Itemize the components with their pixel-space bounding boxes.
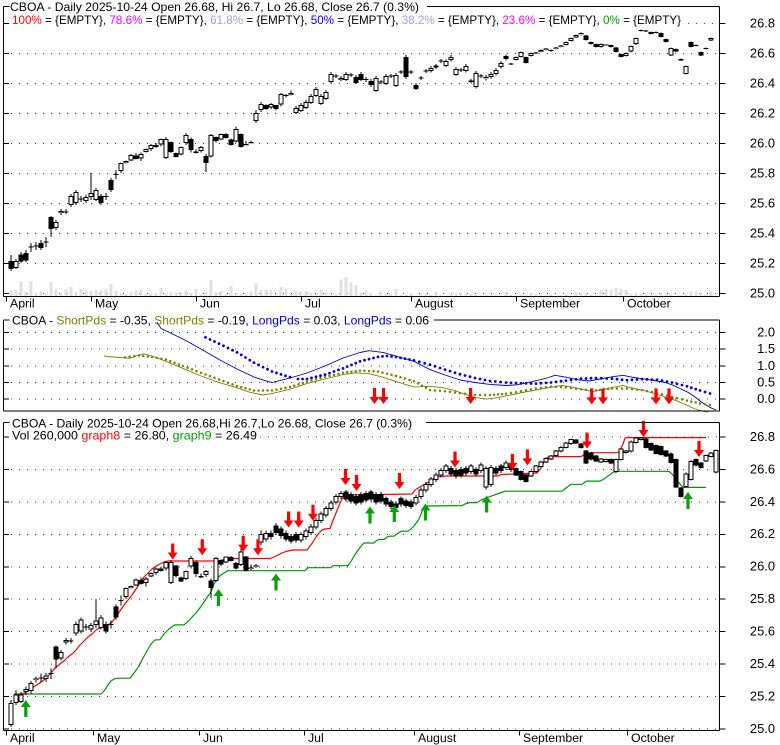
- svg-text:September: September: [520, 297, 580, 311]
- svg-text:0.5: 0.5: [757, 374, 775, 389]
- svg-text:Jun: Jun: [203, 731, 223, 745]
- svg-text:CBOA - Daily 2025-10-24 Open 2: CBOA - Daily 2025-10-24 Open 26.68, Hi 2…: [10, 1, 419, 14]
- svg-text:25.4: 25.4: [750, 225, 775, 240]
- svg-text:25.6: 25.6: [750, 195, 775, 210]
- svg-text:26.2: 26.2: [750, 526, 775, 541]
- svg-text:1.0: 1.0: [757, 358, 775, 373]
- svg-text:26.4: 26.4: [750, 494, 775, 509]
- svg-text:25.8: 25.8: [750, 591, 775, 606]
- svg-text:100% = {EMPTY}, 78.6% = {EMPTY: 100% = {EMPTY}, 78.6% = {EMPTY}, 61.8% =…: [12, 14, 681, 27]
- svg-text:25.6: 25.6: [750, 624, 775, 639]
- svg-text:25.0: 25.0: [750, 285, 775, 300]
- svg-text:25.4: 25.4: [750, 656, 775, 671]
- svg-text:26.0: 26.0: [750, 559, 775, 574]
- svg-text:August: August: [418, 731, 457, 745]
- svg-text:Jul: Jul: [305, 297, 321, 311]
- svg-text:25.0: 25.0: [750, 721, 775, 736]
- svg-text:26.8: 26.8: [750, 15, 775, 30]
- svg-text:26.0: 26.0: [750, 135, 775, 150]
- svg-text:0.0: 0.0: [757, 391, 775, 406]
- svg-text:26.4: 26.4: [750, 75, 775, 90]
- svg-text:25.2: 25.2: [750, 255, 775, 270]
- svg-text:2.0: 2.0: [757, 324, 775, 339]
- svg-text:May: May: [95, 297, 119, 311]
- svg-text:May: May: [97, 731, 121, 745]
- svg-text:April: April: [10, 731, 35, 745]
- svg-text:1.5: 1.5: [757, 341, 775, 356]
- svg-text:Vol 260,000 graph8 = 26.80, gr: Vol 260,000 graph8 = 26.80, graph9 = 26.…: [12, 430, 257, 443]
- svg-text:Jun: Jun: [200, 297, 220, 311]
- svg-text:April: April: [10, 297, 35, 311]
- svg-text:26.8: 26.8: [750, 429, 775, 444]
- svg-text:26.6: 26.6: [750, 461, 775, 476]
- svg-text:Jul: Jul: [308, 731, 324, 745]
- svg-text:25.8: 25.8: [750, 165, 775, 180]
- svg-text:CBOA - Daily 2025-10-24 Open 2: CBOA - Daily 2025-10-24 Open 26.68,Hi 26…: [12, 418, 412, 431]
- svg-text:October: October: [631, 731, 675, 745]
- svg-text:August: August: [415, 297, 454, 311]
- svg-text:October: October: [627, 297, 671, 311]
- svg-text:September: September: [523, 731, 583, 745]
- svg-text:25.2: 25.2: [750, 689, 775, 704]
- svg-text:26.6: 26.6: [750, 45, 775, 60]
- svg-text:26.2: 26.2: [750, 105, 775, 120]
- svg-text:CBOA - ShortPds = -0.35, Short: CBOA - ShortPds = -0.35, ShortPds = -0.1…: [12, 315, 429, 328]
